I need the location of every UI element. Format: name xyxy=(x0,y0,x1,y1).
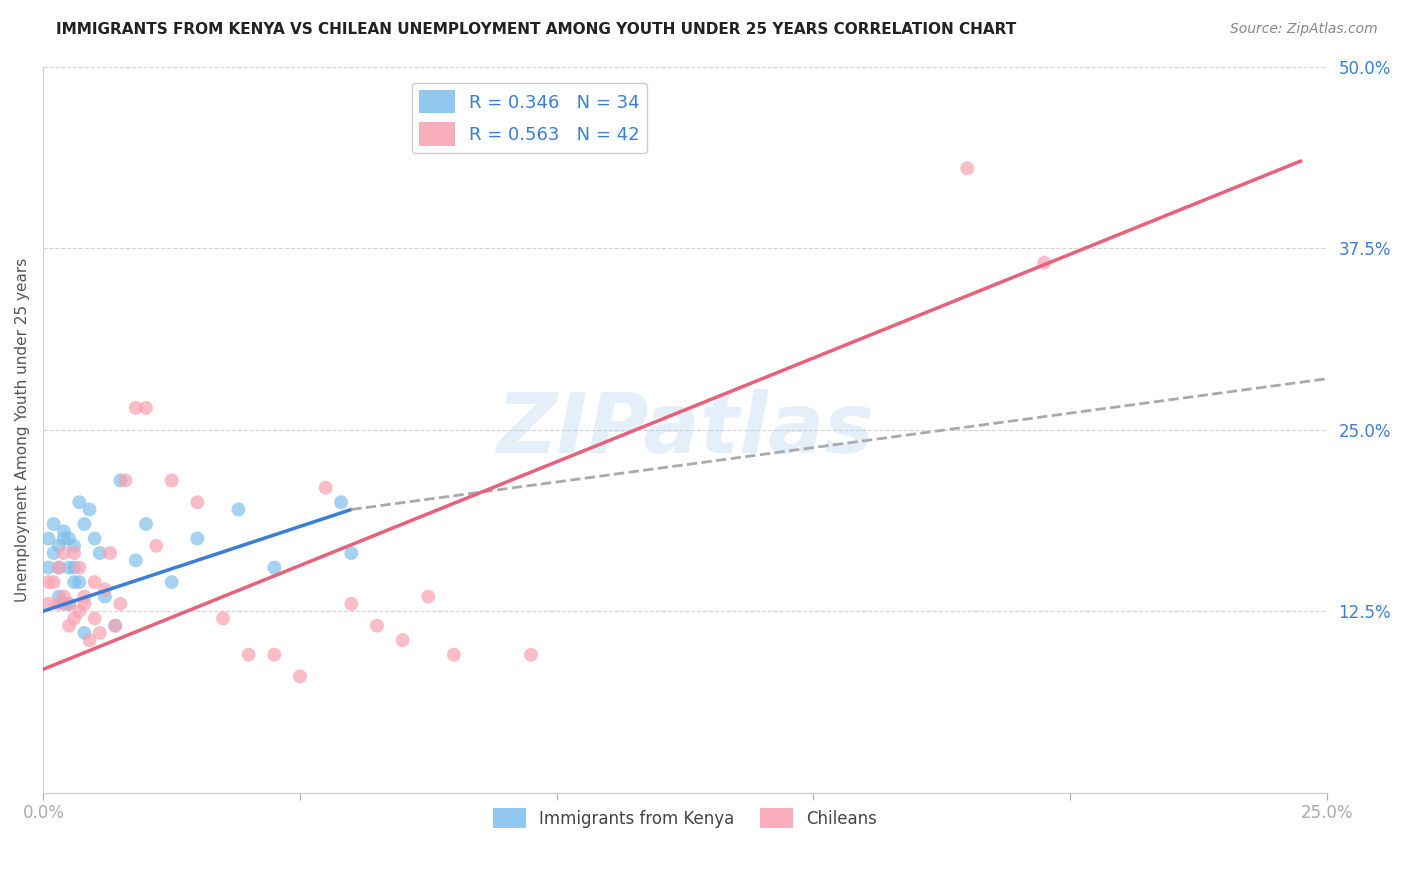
Point xyxy=(63,546,86,560)
Point xyxy=(52,597,75,611)
Point xyxy=(186,532,208,546)
Point xyxy=(48,590,70,604)
Point xyxy=(340,597,363,611)
Point xyxy=(83,611,105,625)
Point xyxy=(94,590,117,604)
Point xyxy=(288,669,311,683)
Point xyxy=(48,597,70,611)
Point xyxy=(67,560,90,574)
Point xyxy=(42,575,65,590)
Point xyxy=(83,575,105,590)
Point xyxy=(520,648,543,662)
Point xyxy=(48,539,70,553)
Legend: Immigrants from Kenya, Chileans: Immigrants from Kenya, Chileans xyxy=(486,802,884,835)
Point xyxy=(73,590,96,604)
Point xyxy=(135,516,157,531)
Y-axis label: Unemployment Among Youth under 25 years: Unemployment Among Youth under 25 years xyxy=(15,258,30,602)
Point xyxy=(58,618,80,632)
Point xyxy=(89,626,111,640)
Point xyxy=(98,546,121,560)
Point xyxy=(1033,255,1056,269)
Point xyxy=(79,502,101,516)
Point xyxy=(37,532,59,546)
Point xyxy=(67,575,90,590)
Point xyxy=(160,474,183,488)
Point xyxy=(391,633,413,648)
Point xyxy=(94,582,117,597)
Point xyxy=(238,648,260,662)
Point xyxy=(263,648,285,662)
Point xyxy=(58,597,80,611)
Point xyxy=(83,532,105,546)
Point xyxy=(366,618,388,632)
Point xyxy=(125,553,148,567)
Point xyxy=(315,481,337,495)
Point xyxy=(63,611,86,625)
Point xyxy=(67,495,90,509)
Point xyxy=(63,560,86,574)
Point xyxy=(67,604,90,618)
Point xyxy=(104,618,127,632)
Point xyxy=(42,546,65,560)
Point xyxy=(63,539,86,553)
Point xyxy=(58,532,80,546)
Point xyxy=(418,590,440,604)
Point xyxy=(125,401,148,415)
Point xyxy=(48,560,70,574)
Point xyxy=(52,590,75,604)
Point xyxy=(73,597,96,611)
Point xyxy=(52,532,75,546)
Point xyxy=(89,546,111,560)
Point xyxy=(160,575,183,590)
Point xyxy=(73,626,96,640)
Point xyxy=(48,560,70,574)
Point xyxy=(42,516,65,531)
Point xyxy=(145,539,167,553)
Point xyxy=(228,502,250,516)
Text: IMMIGRANTS FROM KENYA VS CHILEAN UNEMPLOYMENT AMONG YOUTH UNDER 25 YEARS CORRELA: IMMIGRANTS FROM KENYA VS CHILEAN UNEMPLO… xyxy=(56,22,1017,37)
Point xyxy=(114,474,136,488)
Point xyxy=(956,161,979,176)
Point xyxy=(73,516,96,531)
Text: ZIPatlas: ZIPatlas xyxy=(496,389,875,470)
Point xyxy=(52,546,75,560)
Point xyxy=(263,560,285,574)
Point xyxy=(58,560,80,574)
Point xyxy=(340,546,363,560)
Point xyxy=(37,597,59,611)
Text: Source: ZipAtlas.com: Source: ZipAtlas.com xyxy=(1230,22,1378,37)
Point xyxy=(110,597,132,611)
Point xyxy=(79,633,101,648)
Point xyxy=(52,524,75,539)
Point xyxy=(37,560,59,574)
Point xyxy=(37,575,59,590)
Point xyxy=(330,495,353,509)
Point xyxy=(443,648,465,662)
Point xyxy=(58,597,80,611)
Point xyxy=(212,611,235,625)
Point xyxy=(104,618,127,632)
Point xyxy=(63,575,86,590)
Point xyxy=(186,495,208,509)
Point xyxy=(110,474,132,488)
Point xyxy=(135,401,157,415)
